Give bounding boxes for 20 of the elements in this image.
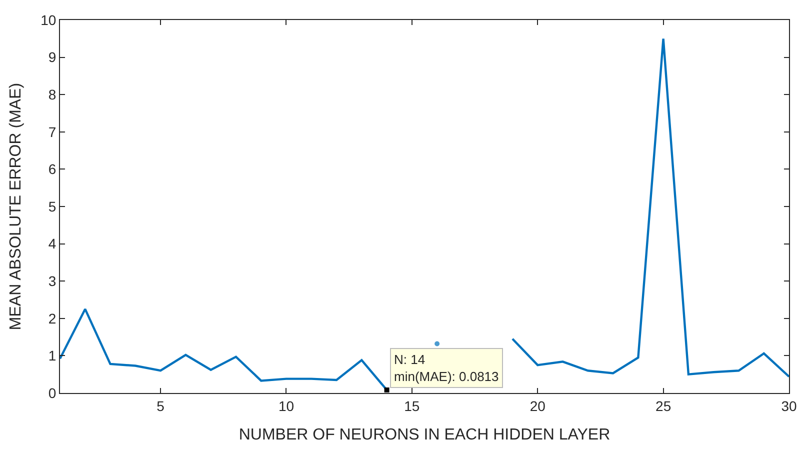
y-tick-label: 4 xyxy=(48,236,56,252)
annotation: N: 14 min(MAE): 0.0813 xyxy=(394,352,499,384)
x-axis-title: NUMBER OF NEURONS IN EACH HIDDEN LAYER xyxy=(238,426,610,444)
x-tick-label: 10 xyxy=(278,398,294,414)
y-tick-label: 1 xyxy=(48,348,56,364)
x-tick-label: 25 xyxy=(656,398,672,414)
y-axis-title: MEAN ABSOLUTE ERROR (MAE) xyxy=(8,82,25,330)
y-tick-label: 5 xyxy=(48,198,56,214)
y-tick-label: 7 xyxy=(48,124,56,140)
x-tick-label: 5 xyxy=(156,398,165,414)
x-tick-label: 30 xyxy=(781,398,797,414)
y-tick-label: 3 xyxy=(48,273,56,289)
x-tick-label: 15 xyxy=(404,398,420,414)
y-tick-label: 8 xyxy=(48,86,56,102)
y-tick-label: 10 xyxy=(40,12,56,28)
y-tick-label: 0 xyxy=(48,384,56,401)
y-tick-label: 6 xyxy=(48,161,56,178)
x-tick-label: 20 xyxy=(530,398,546,414)
y-tick-label: 2 xyxy=(48,310,56,326)
y-tick-label: 9 xyxy=(48,49,56,66)
